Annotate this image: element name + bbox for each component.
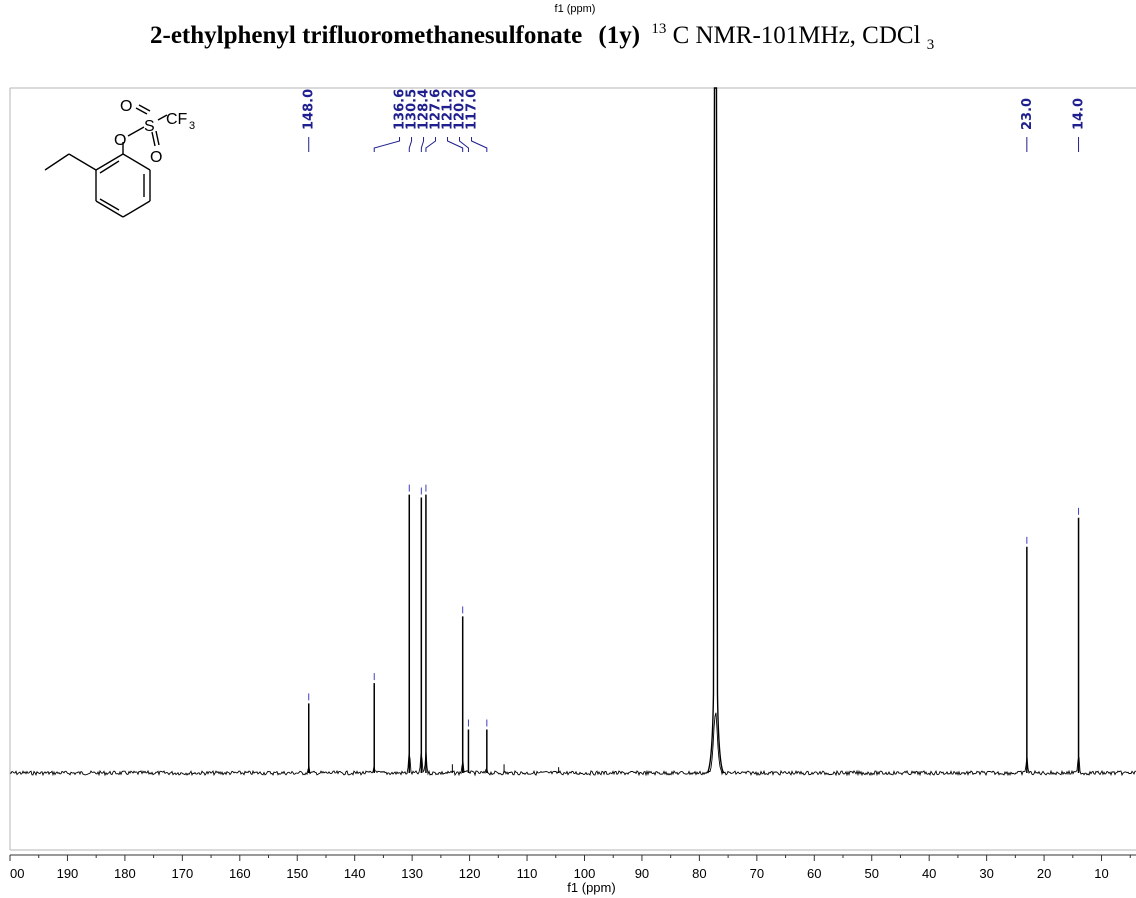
bond-sulfur-cf3 bbox=[157, 114, 168, 121]
x-tick-label: 160 bbox=[229, 866, 251, 881]
x-tick-label: 190 bbox=[57, 866, 79, 881]
x-axis-title: f1 (ppm) bbox=[567, 880, 615, 895]
peak-label: 14.0 bbox=[1072, 98, 1087, 130]
peak-label: 127.6 bbox=[429, 89, 444, 130]
peak-labels: 148.0 136.6130.5128.4127.6121.2120.2117.0… bbox=[302, 89, 1087, 152]
x-tick-label: 20 bbox=[1037, 866, 1051, 881]
plot-area bbox=[9, 87, 1136, 851]
peak-label-connector bbox=[408, 137, 413, 152]
atom-cf-subscript: 3 bbox=[189, 120, 195, 132]
x-tick-label: 30 bbox=[979, 866, 993, 881]
chart-title: 2-ethylphenyl trifluoromethanesulfonate … bbox=[150, 12, 934, 53]
peak-label: 120.2 bbox=[453, 89, 468, 130]
x-tick-label: 80 bbox=[692, 866, 706, 881]
peak-label-connector bbox=[459, 137, 469, 152]
peak-label: 136.6 bbox=[393, 89, 408, 130]
peak-markers bbox=[308, 484, 1080, 727]
x-tick-label: 140 bbox=[344, 866, 366, 881]
peak-label-connector bbox=[373, 137, 401, 152]
structure-diagram bbox=[44, 104, 168, 218]
x-tick-label: 180 bbox=[114, 866, 136, 881]
title-compound-name: 2-ethylphenyl trifluoromethanesulfonate bbox=[150, 22, 582, 49]
x-tick-label: 50 bbox=[865, 866, 879, 881]
peak-label-connector bbox=[447, 137, 464, 152]
x-axis: 00 190 180 170 160 150 140 130 120 110 100 90 80 70 60… bbox=[9, 854, 1136, 895]
peak-label: 148.0 bbox=[302, 89, 317, 130]
spectrum-baseline bbox=[9, 712, 1136, 777]
x-tick-label: 110 bbox=[517, 866, 538, 881]
x-tick-label: 00 bbox=[10, 866, 24, 881]
x-tick-label: 120 bbox=[459, 866, 481, 881]
peak-label-connector bbox=[425, 137, 437, 152]
peak-label: 130.5 bbox=[405, 89, 420, 130]
peak-label: 128.4 bbox=[417, 89, 432, 130]
atom-cf: CF bbox=[166, 111, 188, 128]
x-tick-label: 130 bbox=[401, 866, 423, 881]
bond-s-o-top-a bbox=[135, 107, 148, 115]
x-tick-label: 100 bbox=[574, 866, 596, 881]
title-compound-code: (1y) bbox=[598, 22, 640, 49]
x-tick-label: 60 bbox=[807, 866, 821, 881]
x-tick-label: 10 bbox=[1094, 866, 1108, 881]
bond-ethyl-ch2 bbox=[68, 153, 97, 171]
peak-label: 23.0 bbox=[1020, 98, 1035, 130]
x-tick-label: 170 bbox=[171, 866, 193, 881]
structure-atom-labels: O S O O CF 3 bbox=[114, 98, 195, 166]
title-isotope-superscript: 13 bbox=[651, 21, 666, 37]
x-tick-label: 150 bbox=[286, 866, 308, 881]
peak-label: 121.2 bbox=[441, 89, 456, 130]
solvent-peak bbox=[706, 87, 725, 774]
bond-s-o-bottom-a bbox=[151, 131, 156, 147]
bond-s-o-top-b bbox=[138, 104, 151, 112]
atom-o-ester: O bbox=[114, 132, 126, 149]
x-tick-label: 90 bbox=[635, 866, 649, 881]
spectrum-trace bbox=[9, 87, 1136, 777]
x-tick-label: 40 bbox=[922, 866, 936, 881]
peak-label: 117.0 bbox=[465, 89, 480, 130]
top-axis-caption: f1 (ppm) bbox=[555, 3, 596, 15]
title-solvent-subscript: 3 bbox=[927, 37, 935, 53]
atom-o-top: O bbox=[120, 98, 132, 115]
bond-s-o-bottom-b bbox=[155, 130, 160, 146]
x-tick-label: 70 bbox=[750, 866, 764, 881]
atom-o-bottom: O bbox=[150, 149, 162, 166]
peak-label-connector bbox=[471, 137, 488, 152]
benzene-ring bbox=[95, 153, 151, 218]
title-nucleus-solvent: C NMR-101MHz, CDCl bbox=[673, 22, 921, 49]
bond-oxygen-sulfur bbox=[127, 126, 145, 137]
atom-s: S bbox=[144, 118, 155, 135]
peak-label-connector bbox=[420, 137, 425, 152]
bond-ethyl-ch3 bbox=[44, 153, 70, 171]
